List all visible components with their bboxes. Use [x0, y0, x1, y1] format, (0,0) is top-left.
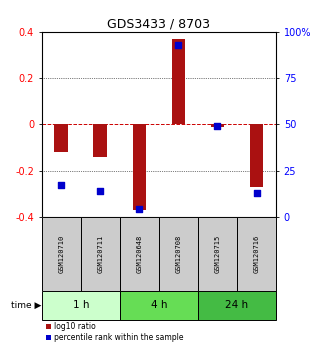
Text: 1 h: 1 h [73, 300, 89, 310]
Bar [237, 217, 276, 291]
Text: GSM120648: GSM120648 [136, 235, 143, 273]
Bar [159, 217, 198, 291]
Text: time ▶: time ▶ [11, 301, 42, 310]
Text: GSM120710: GSM120710 [58, 235, 64, 273]
Bar [55, 124, 68, 152]
Bar [81, 217, 120, 291]
Bar [42, 217, 81, 291]
Bar [120, 291, 198, 320]
Legend: log10 ratio, percentile rank within the sample: log10 ratio, percentile rank within the … [46, 322, 184, 342]
Point [137, 207, 142, 212]
Point [59, 183, 64, 188]
Bar [93, 124, 107, 157]
Bar [133, 124, 146, 210]
Point [215, 124, 220, 129]
Text: GSM120716: GSM120716 [254, 235, 260, 273]
Text: GSM120715: GSM120715 [214, 235, 221, 273]
Bar [198, 217, 237, 291]
Text: GSM120711: GSM120711 [97, 235, 103, 273]
Bar [211, 124, 224, 127]
Text: 24 h: 24 h [225, 300, 248, 310]
Bar [120, 217, 159, 291]
Point [176, 42, 181, 48]
Text: 4 h: 4 h [151, 300, 167, 310]
Point [98, 188, 103, 194]
Title: GDS3433 / 8703: GDS3433 / 8703 [108, 18, 210, 31]
Point [254, 190, 259, 196]
Bar [198, 291, 276, 320]
Bar [42, 291, 120, 320]
Bar [172, 39, 185, 124]
Bar [250, 124, 263, 187]
Text: GSM120708: GSM120708 [175, 235, 181, 273]
